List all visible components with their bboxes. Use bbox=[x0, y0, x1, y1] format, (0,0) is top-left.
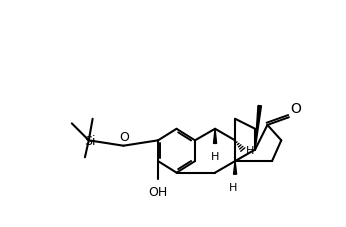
Text: H: H bbox=[211, 151, 219, 161]
Polygon shape bbox=[255, 106, 262, 150]
Text: H: H bbox=[246, 145, 254, 155]
Text: H: H bbox=[229, 182, 238, 192]
Text: OH: OH bbox=[148, 185, 168, 198]
Text: O: O bbox=[119, 131, 129, 144]
Polygon shape bbox=[234, 161, 237, 174]
Text: O: O bbox=[291, 101, 301, 115]
Polygon shape bbox=[213, 129, 217, 144]
Text: Si: Si bbox=[84, 134, 96, 147]
